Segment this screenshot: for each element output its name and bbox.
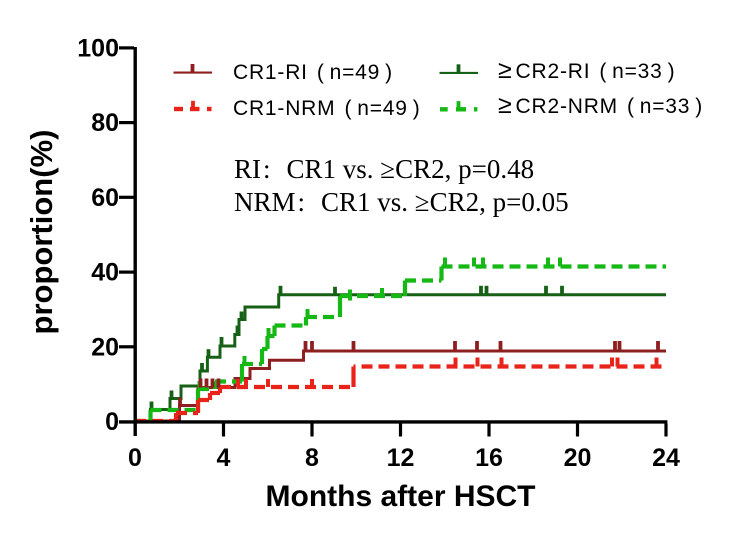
svg-text:12: 12 <box>387 444 415 472</box>
svg-text:4: 4 <box>217 444 231 472</box>
svg-text:CR1-NRM(n=49): CR1-NRM(n=49) <box>233 97 421 120</box>
svg-text:0: 0 <box>128 444 142 472</box>
svg-text:8: 8 <box>305 444 319 472</box>
svg-text:proportion(%): proportion(%) <box>24 130 59 335</box>
svg-text:60: 60 <box>91 184 119 212</box>
svg-text:24: 24 <box>652 444 680 472</box>
svg-text:NRM:CR1 vs. ≥CR2, p=0.05: NRM: CR1 vs. ≥CR2, p=0.05 <box>234 187 569 217</box>
svg-text:40: 40 <box>91 259 119 287</box>
svg-text:≥CR2-NRM(n=33): ≥ CR2-NRM(n=33) <box>498 91 703 119</box>
svg-text:≥CR2-RI(n=33): ≥ CR2-RI(n=33) <box>498 56 675 84</box>
svg-text:80: 80 <box>91 109 119 137</box>
svg-text:16: 16 <box>475 444 503 472</box>
svg-text:100: 100 <box>77 34 119 62</box>
svg-text:20: 20 <box>91 333 119 361</box>
svg-text:RI:CR1 vs. ≥CR2, p=0.48: RI: CR1 vs. ≥CR2, p=0.48 <box>234 154 534 184</box>
svg-text:Months after HSCT: Months after HSCT <box>266 480 536 513</box>
svg-text:20: 20 <box>564 444 592 472</box>
svg-text:0: 0 <box>105 408 119 436</box>
